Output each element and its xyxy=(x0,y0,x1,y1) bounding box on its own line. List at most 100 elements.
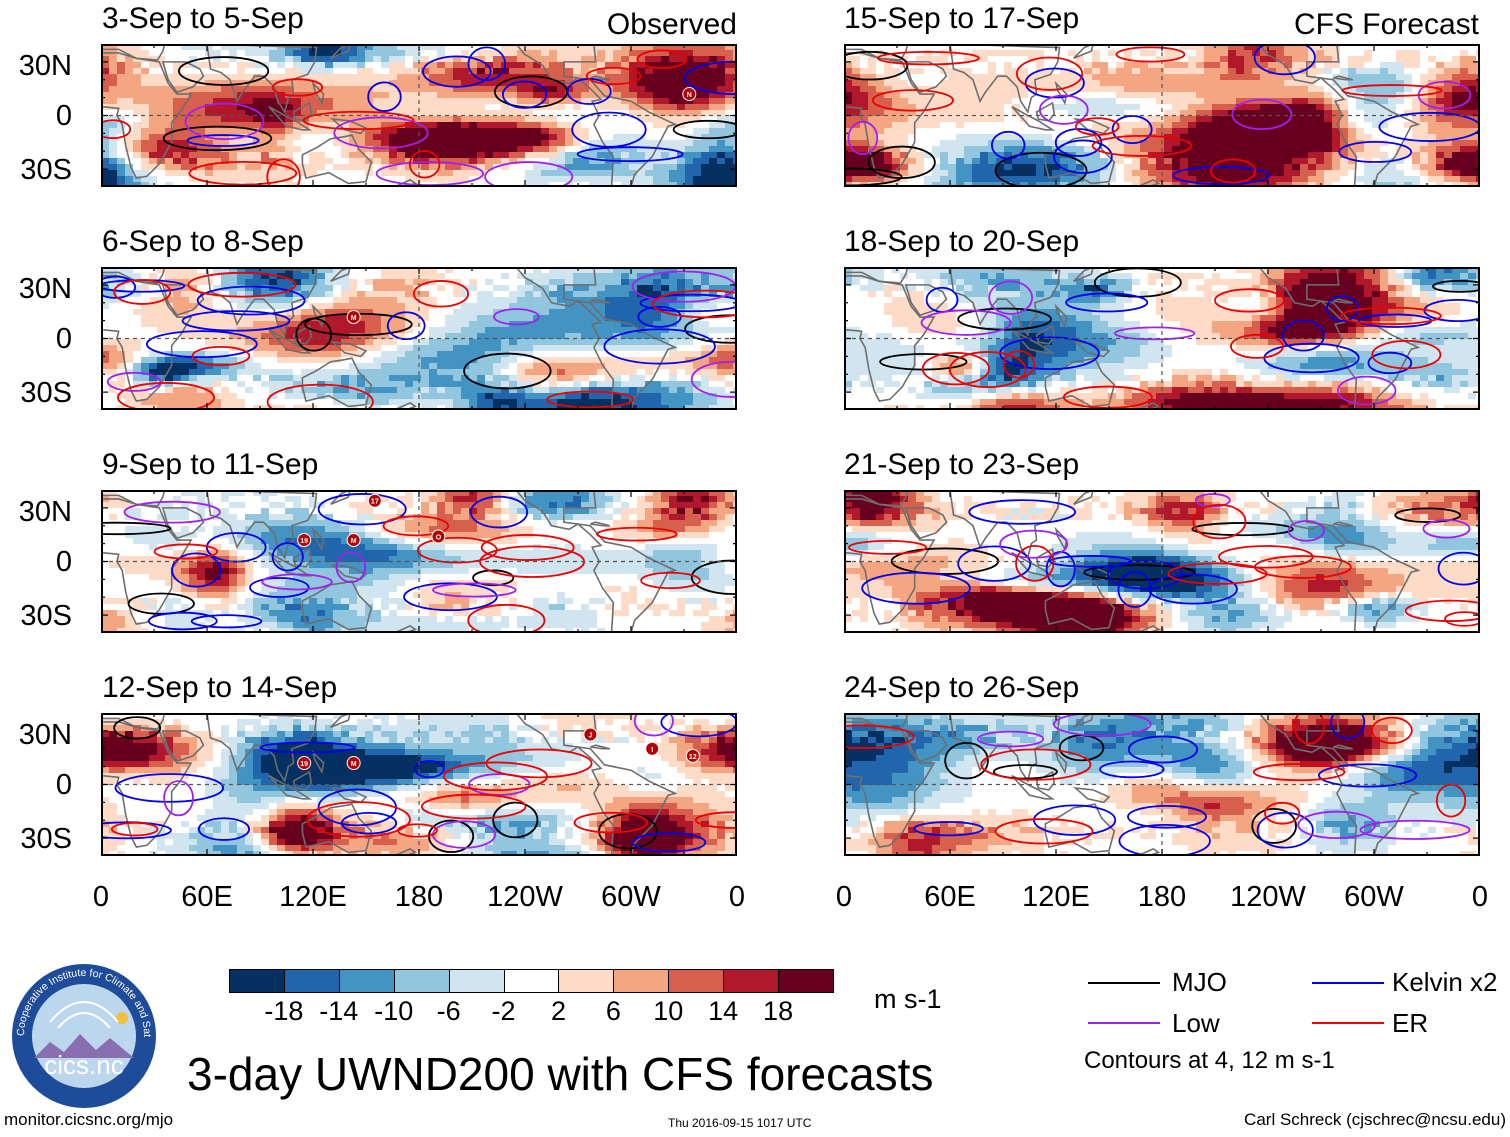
lon-label: 60W xyxy=(1344,881,1404,913)
storm-marker: 12 xyxy=(685,748,700,763)
panel-title: 9-Sep to 11-Sep xyxy=(102,448,319,481)
storm-marker: O xyxy=(431,529,446,544)
colorbar-swatch xyxy=(503,969,560,993)
storm-marker: I xyxy=(645,741,660,756)
footer-author: Carl Schreck (cjschrec@ncsu.edu) xyxy=(1244,1110,1506,1129)
lon-label: 0 xyxy=(92,881,110,913)
panel-title: 24-Sep to 26-Sep xyxy=(844,671,1080,704)
legend-line-kelvin xyxy=(1312,982,1384,984)
colorbar-tick-label: -2 xyxy=(491,996,516,1026)
colorbar-swatch xyxy=(723,969,780,993)
colorbar-tick-label: 6 xyxy=(605,996,621,1026)
lat-label-eq: 0 xyxy=(55,769,72,801)
map-panel: 19 M J I 12 xyxy=(101,713,737,856)
lat-label-30n: 30N xyxy=(18,496,72,528)
legend-note: Contours at 4, 12 m s-1 xyxy=(1084,1047,1335,1074)
footer-timestamp: Thu 2016-09-15 1017 UTC xyxy=(668,1116,812,1130)
colorbar-swatch xyxy=(283,969,340,993)
map-panel: 17 19 M O xyxy=(101,490,737,633)
lat-label-eq: 0 xyxy=(55,100,72,132)
storm-label: M xyxy=(351,538,357,545)
colorbar-tick-label: -14 xyxy=(319,996,359,1026)
storm-label: M xyxy=(351,315,357,322)
panel-title: 6-Sep to 8-Sep xyxy=(102,225,304,258)
storm-label: M xyxy=(351,761,357,768)
storm-label: I xyxy=(651,747,653,754)
colorbar-swatch xyxy=(613,969,670,993)
lat-label-30n: 30N xyxy=(18,50,72,82)
map-panel xyxy=(844,713,1480,856)
colorbar-tick-label: -10 xyxy=(374,996,414,1026)
legend-line-low xyxy=(1088,1022,1160,1024)
lon-label: 120W xyxy=(487,881,563,913)
colorbar-swatch xyxy=(558,969,615,993)
lat-label-30s: 30S xyxy=(20,154,72,186)
legend-line-mjo xyxy=(1088,982,1160,984)
figure-title: 3-day UWND200 with CFS forecasts xyxy=(187,1048,934,1100)
legend-label-mjo: MJO xyxy=(1172,967,1227,997)
lon-label: 0 xyxy=(835,881,853,913)
map-panel xyxy=(844,490,1480,633)
lat-label-eq: 0 xyxy=(55,546,72,578)
storm-marker: M xyxy=(346,310,361,325)
lon-label: 60W xyxy=(601,881,661,913)
panel-title: 3-Sep to 5-Sep xyxy=(102,2,304,35)
storm-label: N xyxy=(687,92,692,99)
panel-title: 12-Sep to 14-Sep xyxy=(102,671,338,704)
lon-label: 180 xyxy=(394,881,444,913)
storm-label: O xyxy=(436,534,442,541)
lon-label: 0 xyxy=(1471,881,1489,913)
storm-marker: M xyxy=(346,533,361,548)
panel-tag: CFS Forecast xyxy=(1293,8,1479,41)
logo-name: cics.nc xyxy=(44,1050,123,1080)
colorbar xyxy=(229,969,834,993)
colorbar-tick-label: 14 xyxy=(708,996,739,1026)
legend-line-er xyxy=(1312,1022,1384,1024)
lon-label: 0 xyxy=(728,881,746,913)
footer-url: monitor.cicsnc.org/mjo xyxy=(4,1110,174,1129)
storm-label: J xyxy=(588,732,592,739)
storm-marker: 19 xyxy=(297,756,312,771)
legend-label-low: Low xyxy=(1172,1008,1220,1038)
lon-label: 120E xyxy=(279,881,347,913)
lat-label-30n: 30N xyxy=(18,719,72,751)
panel-title: 15-Sep to 17-Sep xyxy=(844,2,1080,35)
legend-label-er: ER xyxy=(1392,1008,1429,1038)
storm-marker: 19 xyxy=(297,533,312,548)
colorbar-tick-label: -18 xyxy=(264,996,304,1026)
lat-label-30s: 30S xyxy=(20,377,72,409)
colorbar-tick-label: 2 xyxy=(550,996,566,1026)
lon-label: 60E xyxy=(924,881,976,913)
colorbar-tick-label: 10 xyxy=(653,996,684,1026)
storm-label: 17 xyxy=(371,499,379,506)
colorbar-swatch xyxy=(229,969,285,993)
lat-label-30n: 30N xyxy=(18,273,72,305)
map-panel xyxy=(844,267,1480,410)
storm-label: 12 xyxy=(689,754,697,761)
lon-label: 120W xyxy=(1230,881,1306,913)
map-panel: N xyxy=(101,44,737,187)
lon-label: 120E xyxy=(1022,881,1090,913)
lat-label-30s: 30S xyxy=(20,600,72,632)
colorbar-swatch xyxy=(393,969,450,993)
lat-label-eq: 0 xyxy=(55,323,72,355)
storm-marker: N xyxy=(682,87,697,102)
colorbar-units: m s-1 xyxy=(874,984,942,1014)
lon-label: 180 xyxy=(1137,881,1187,913)
colorbar-swatch xyxy=(778,969,834,993)
map-panel xyxy=(844,44,1480,187)
colorbar-tick-label: 18 xyxy=(763,996,794,1026)
panel-title: 18-Sep to 20-Sep xyxy=(844,225,1080,258)
storm-marker: J xyxy=(583,727,598,742)
cics-logo: Cooperative Institute for Climate and Sa… xyxy=(10,962,156,1108)
lon-label: 60E xyxy=(181,881,233,913)
legend-label-kelvin: Kelvin x2 xyxy=(1392,967,1498,997)
colorbar-tick-label: -6 xyxy=(436,996,461,1026)
storm-marker: M xyxy=(346,756,361,771)
panel-tag: Observed xyxy=(606,8,737,41)
lat-label-30s: 30S xyxy=(20,823,72,855)
panel-title: 21-Sep to 23-Sep xyxy=(844,448,1080,481)
map-panel: M xyxy=(101,267,737,410)
storm-label: 19 xyxy=(300,761,308,768)
colorbar-swatch xyxy=(668,969,725,993)
